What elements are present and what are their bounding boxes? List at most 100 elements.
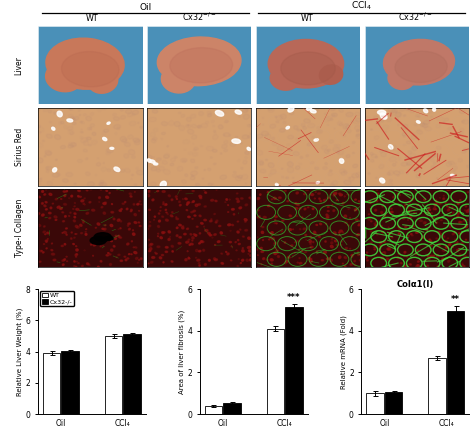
Ellipse shape bbox=[150, 132, 155, 137]
Ellipse shape bbox=[236, 176, 241, 181]
Ellipse shape bbox=[184, 233, 186, 235]
Ellipse shape bbox=[78, 263, 79, 264]
Ellipse shape bbox=[151, 182, 156, 186]
Ellipse shape bbox=[341, 241, 342, 242]
Ellipse shape bbox=[342, 135, 346, 137]
Ellipse shape bbox=[417, 204, 419, 205]
Ellipse shape bbox=[324, 150, 329, 153]
Ellipse shape bbox=[288, 148, 292, 151]
Ellipse shape bbox=[227, 253, 229, 255]
Ellipse shape bbox=[289, 215, 291, 216]
Ellipse shape bbox=[256, 150, 263, 155]
Ellipse shape bbox=[136, 167, 138, 170]
Ellipse shape bbox=[389, 180, 392, 181]
Ellipse shape bbox=[147, 194, 150, 197]
Ellipse shape bbox=[228, 224, 231, 226]
Ellipse shape bbox=[193, 143, 194, 144]
Ellipse shape bbox=[460, 128, 464, 131]
Ellipse shape bbox=[365, 150, 368, 153]
Ellipse shape bbox=[219, 125, 223, 129]
Ellipse shape bbox=[396, 112, 401, 117]
Ellipse shape bbox=[162, 191, 165, 192]
Ellipse shape bbox=[206, 146, 214, 151]
Ellipse shape bbox=[80, 136, 82, 139]
Ellipse shape bbox=[275, 184, 278, 186]
Ellipse shape bbox=[78, 190, 80, 191]
Ellipse shape bbox=[160, 181, 166, 188]
Ellipse shape bbox=[281, 231, 283, 232]
Ellipse shape bbox=[380, 245, 382, 247]
Ellipse shape bbox=[416, 174, 420, 178]
Ellipse shape bbox=[161, 66, 195, 93]
Ellipse shape bbox=[402, 217, 405, 219]
Ellipse shape bbox=[439, 203, 441, 204]
Ellipse shape bbox=[209, 259, 210, 261]
Ellipse shape bbox=[190, 234, 192, 235]
Ellipse shape bbox=[46, 170, 49, 173]
Ellipse shape bbox=[55, 198, 57, 200]
Ellipse shape bbox=[429, 239, 430, 240]
Ellipse shape bbox=[86, 137, 91, 140]
Ellipse shape bbox=[284, 262, 287, 264]
Ellipse shape bbox=[308, 257, 310, 259]
Ellipse shape bbox=[205, 192, 207, 193]
Ellipse shape bbox=[121, 208, 122, 210]
Ellipse shape bbox=[195, 204, 198, 207]
Ellipse shape bbox=[447, 127, 451, 130]
Ellipse shape bbox=[381, 257, 383, 259]
Ellipse shape bbox=[171, 261, 173, 262]
Ellipse shape bbox=[268, 40, 344, 88]
Ellipse shape bbox=[356, 118, 361, 122]
Ellipse shape bbox=[272, 137, 274, 140]
Ellipse shape bbox=[243, 114, 249, 119]
Ellipse shape bbox=[53, 259, 56, 261]
Ellipse shape bbox=[133, 114, 135, 116]
Ellipse shape bbox=[374, 136, 379, 140]
Ellipse shape bbox=[164, 155, 169, 158]
Ellipse shape bbox=[399, 106, 405, 111]
Ellipse shape bbox=[273, 197, 276, 199]
Ellipse shape bbox=[436, 202, 438, 204]
Ellipse shape bbox=[338, 235, 340, 236]
Ellipse shape bbox=[386, 259, 389, 260]
Ellipse shape bbox=[120, 228, 121, 229]
Ellipse shape bbox=[459, 254, 461, 255]
Ellipse shape bbox=[217, 112, 224, 116]
Ellipse shape bbox=[210, 199, 214, 201]
Ellipse shape bbox=[257, 134, 263, 138]
Ellipse shape bbox=[380, 242, 382, 244]
Ellipse shape bbox=[248, 250, 250, 252]
Ellipse shape bbox=[310, 194, 314, 195]
Ellipse shape bbox=[340, 244, 342, 245]
Ellipse shape bbox=[294, 126, 298, 129]
Ellipse shape bbox=[331, 113, 337, 117]
Ellipse shape bbox=[398, 215, 400, 217]
Ellipse shape bbox=[260, 247, 262, 249]
Ellipse shape bbox=[297, 204, 299, 206]
Ellipse shape bbox=[443, 198, 445, 200]
Ellipse shape bbox=[457, 203, 459, 204]
Ellipse shape bbox=[268, 107, 274, 112]
Ellipse shape bbox=[282, 168, 283, 169]
Ellipse shape bbox=[216, 220, 218, 222]
Ellipse shape bbox=[319, 198, 320, 199]
Ellipse shape bbox=[242, 250, 244, 252]
Ellipse shape bbox=[256, 147, 258, 149]
Ellipse shape bbox=[288, 167, 294, 173]
Ellipse shape bbox=[226, 199, 228, 200]
Ellipse shape bbox=[73, 244, 74, 245]
Bar bbox=[366, 393, 383, 414]
Ellipse shape bbox=[437, 178, 438, 179]
Ellipse shape bbox=[176, 217, 177, 218]
Ellipse shape bbox=[124, 154, 129, 158]
Ellipse shape bbox=[64, 244, 66, 245]
Ellipse shape bbox=[357, 253, 360, 255]
Ellipse shape bbox=[457, 216, 459, 217]
Ellipse shape bbox=[212, 184, 214, 185]
Ellipse shape bbox=[125, 259, 127, 261]
Ellipse shape bbox=[338, 256, 341, 258]
Ellipse shape bbox=[55, 159, 57, 160]
Ellipse shape bbox=[268, 107, 273, 110]
Ellipse shape bbox=[328, 207, 329, 208]
Ellipse shape bbox=[313, 107, 319, 112]
